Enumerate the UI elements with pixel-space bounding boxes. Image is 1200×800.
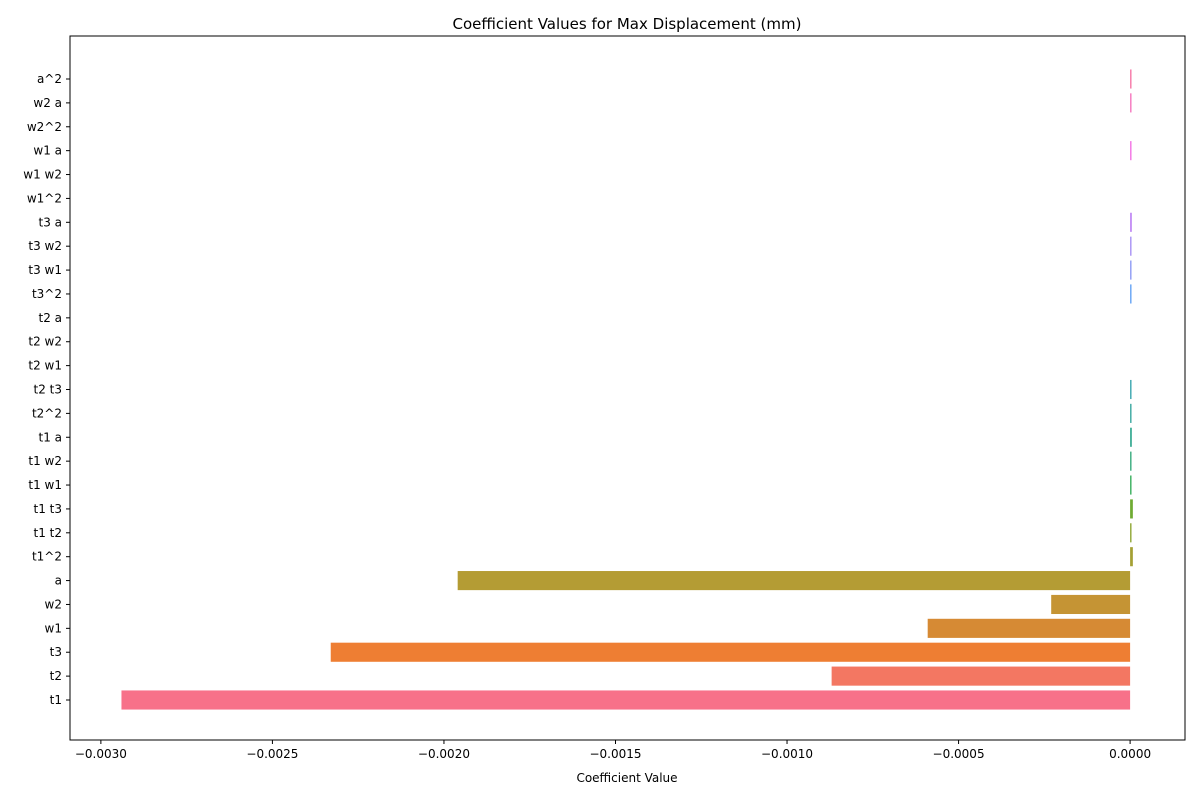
bar-t2-2: [1130, 403, 1132, 423]
y-tick-label: t1 w1: [28, 478, 62, 492]
x-tick-label: −0.0025: [246, 747, 298, 761]
bar-t1-w1: [1130, 475, 1132, 495]
y-tick-label: w2^2: [27, 120, 62, 134]
bar-t3-2: [1130, 284, 1132, 304]
y-tick-label: t2: [50, 669, 62, 683]
y-tick-label: t2 t3: [34, 383, 63, 397]
x-tick-label: −0.0015: [589, 747, 641, 761]
bar-t1-w2: [1130, 451, 1132, 471]
x-tick-label: −0.0030: [75, 747, 127, 761]
y-tick-label: a: [55, 574, 62, 588]
y-tick-label: t3 w1: [28, 263, 62, 277]
bar-w1-a: [1130, 141, 1132, 161]
bar-a: [457, 571, 1131, 591]
bars-group: [121, 69, 1133, 710]
bar-t3-w2: [1130, 236, 1132, 256]
bar-t1: [121, 690, 1131, 710]
y-tick-label: w1: [45, 621, 62, 635]
y-tick-label: t3: [50, 645, 62, 659]
bar-t2: [831, 666, 1131, 686]
y-axis-ticks: t1 t2 t3 w1 w2 a t1^2 t1 t2 t1 t3 t1 w1 t1 w2 t1 a t…: [23, 72, 70, 707]
bar-t1-a: [1130, 427, 1132, 447]
y-tick-label: w1 w2: [23, 168, 62, 182]
y-tick-label: t2 w1: [28, 359, 62, 373]
y-tick-label: t3 a: [38, 215, 62, 229]
y-tick-label: w1 a: [33, 144, 62, 158]
y-tick-label: t3 w2: [28, 239, 62, 253]
chart-title: Coefficient Values for Max Displacement …: [453, 15, 802, 33]
bar-t3-w1: [1130, 260, 1132, 280]
y-tick-label: t1 a: [38, 430, 62, 444]
y-tick-label: t2^2: [32, 406, 62, 420]
x-tick-label: −0.0020: [418, 747, 470, 761]
y-tick-label: a^2: [37, 72, 62, 86]
y-tick-label: t2 w2: [28, 335, 62, 349]
bar-w2-a: [1130, 93, 1132, 113]
x-tick-label: 0.0000: [1109, 747, 1151, 761]
bar-t2-t3: [1130, 379, 1132, 400]
x-tick-label: −0.0010: [761, 747, 813, 761]
y-tick-label: t3^2: [32, 287, 62, 301]
y-tick-label: t1^2: [32, 550, 62, 564]
y-tick-label: t1 w2: [28, 454, 62, 468]
bar-t1-t3: [1130, 499, 1133, 519]
x-tick-label: −0.0005: [933, 747, 985, 761]
y-tick-label: w2 a: [33, 96, 62, 110]
bar-t1-2: [1130, 547, 1133, 567]
x-axis-ticks: −0.0030 −0.0025 −0.0020 −0.0015 −0.0010 −0.00…: [75, 740, 1151, 761]
y-tick-label: t1: [50, 693, 62, 707]
y-tick-label: t1 t2: [34, 526, 63, 540]
bar-t3-a: [1130, 212, 1132, 232]
y-tick-label: w2: [45, 597, 62, 611]
y-tick-label: w1^2: [27, 191, 62, 205]
bar-t1-t2: [1130, 523, 1132, 543]
x-axis-title: Coefficient Value: [576, 771, 677, 785]
bar-a-2: [1130, 69, 1132, 89]
y-tick-label: t2 a: [38, 311, 62, 325]
y-tick-label: t1 t3: [34, 502, 63, 516]
bar-w2: [1051, 594, 1131, 615]
plot-frame: [69, 35, 1186, 741]
bar-w1: [927, 618, 1131, 638]
bar-t3: [330, 642, 1131, 662]
